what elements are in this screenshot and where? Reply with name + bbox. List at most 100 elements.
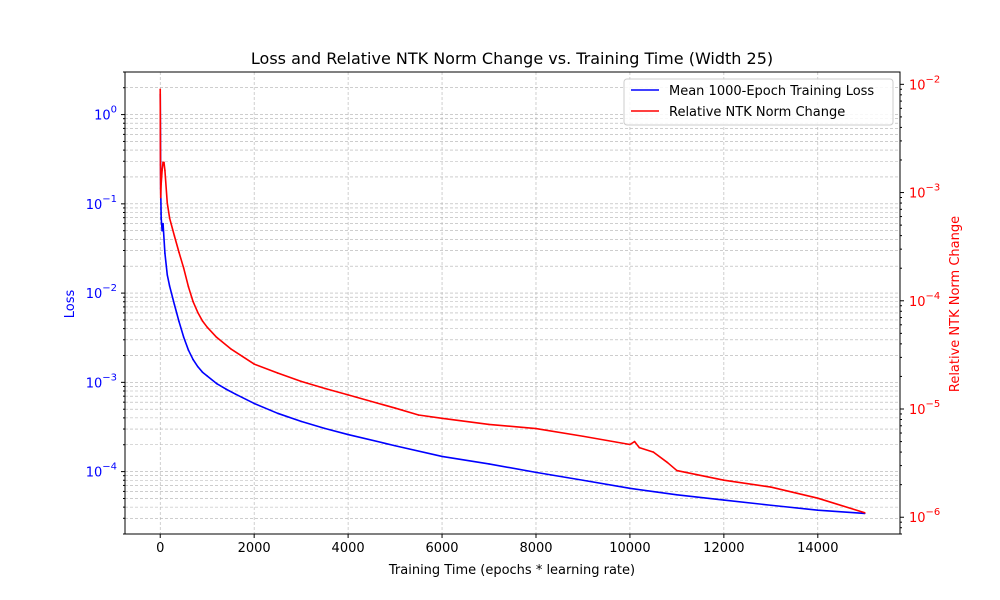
data-point-ntk — [638, 446, 641, 449]
data-point-ntk — [229, 348, 232, 350]
data-point-loss — [488, 463, 490, 465]
data-point-ntk — [676, 469, 678, 472]
plot-frame — [124, 71, 901, 535]
data-point-loss — [323, 427, 326, 430]
data-point-loss — [178, 320, 180, 323]
data-point-loss — [770, 504, 772, 507]
data-point-loss — [166, 274, 169, 276]
data-point-loss — [168, 285, 171, 287]
legend-box — [623, 78, 894, 126]
data-point-ntk — [192, 300, 194, 303]
data-point-ntk — [159, 164, 162, 166]
data-point-loss — [234, 393, 237, 395]
data-point-loss — [187, 349, 190, 351]
data-point-loss — [347, 433, 349, 436]
data-point-ntk — [201, 320, 204, 322]
data-point-ntk — [394, 407, 396, 409]
y-left-tick-label: 10−2 — [86, 283, 117, 302]
ticks: 0 2000 4000 6000 8000 10000 12000 14000 100 10−1 1… — [86, 71, 940, 556]
data-point-ntk — [160, 183, 162, 185]
x-tick-label: 0 — [156, 541, 164, 556]
y-right-tick-label: 10−2 — [909, 74, 940, 93]
data-point-ntk — [163, 161, 165, 164]
data-point-loss — [206, 375, 208, 377]
data-point-loss — [160, 216, 162, 219]
legend: Mean 1000-Epoch Training Loss Relative N… — [623, 78, 894, 126]
y-left-tick-label: 10−4 — [86, 462, 117, 481]
data-point-ntk — [666, 461, 669, 464]
y-axis-left-title: Loss — [63, 290, 78, 319]
data-point-ntk — [535, 427, 537, 430]
data-point-ntk — [417, 414, 420, 416]
data-point-ntk — [723, 479, 725, 481]
y-right-tick-label: 10−3 — [909, 183, 940, 202]
y-axis-right-title: Relative NTK Norm Change — [948, 216, 963, 392]
data-point-ntk — [652, 451, 655, 453]
y-left-tick-label: 10−3 — [86, 372, 117, 391]
data-point-loss — [164, 252, 166, 254]
data-point-ntk — [159, 196, 162, 199]
x-tick-label: 6000 — [425, 541, 458, 556]
y-right-tick-label: 10−5 — [909, 399, 940, 418]
data-point-loss — [723, 499, 725, 501]
data-point-ntk — [863, 511, 866, 514]
y-right-tick-label: 10−4 — [909, 291, 940, 310]
data-point-loss — [225, 388, 227, 390]
data-point-ntk — [817, 497, 819, 499]
data-point-ntk — [173, 234, 176, 237]
data-point-ntk — [323, 387, 326, 390]
data-point-ntk — [276, 372, 279, 374]
chart-title: Loss and Relative NTK Norm Change vs. Tr… — [251, 49, 773, 68]
x-tick-label: 14000 — [797, 541, 838, 556]
data-point-ntk — [629, 443, 631, 446]
data-point-loss — [201, 371, 204, 373]
x-axis-title: Training Time (epochs * learning rate) — [388, 563, 635, 578]
data-point-loss — [162, 222, 164, 225]
data-point-loss — [676, 493, 678, 496]
data-point-ntk — [161, 169, 163, 172]
data-point-loss — [441, 455, 443, 458]
x-tick-label: 8000 — [519, 541, 552, 556]
data-point-ntk — [206, 326, 208, 329]
y-right-tick-label: 10−6 — [909, 507, 940, 526]
legend-label-ntk: Relative NTK Norm Change — [669, 105, 845, 120]
x-tick-label: 4000 — [332, 541, 365, 556]
data-point-ntk — [582, 435, 584, 438]
data-point-loss — [253, 402, 255, 405]
data-point-ntk — [770, 486, 772, 488]
data-point-ntk — [164, 169, 166, 172]
x-tick-label: 10000 — [609, 541, 650, 556]
data-point-loss — [173, 303, 176, 306]
data-point-ntk — [187, 285, 190, 288]
series-line-loss — [159, 94, 865, 515]
data-point-ntk — [441, 417, 443, 420]
data-point-ntk — [166, 202, 169, 204]
y-left-tick-label: 10−1 — [86, 194, 117, 213]
data-point-ntk — [197, 311, 199, 314]
data-point-ntk — [633, 440, 636, 443]
data-point-loss — [394, 444, 396, 447]
data-point-ntk — [168, 217, 171, 219]
data-point-ntk — [488, 423, 490, 426]
data-point-loss — [582, 479, 584, 482]
data-point-loss — [161, 229, 163, 232]
x-tick-label: 12000 — [703, 541, 744, 556]
data-point-loss — [300, 420, 302, 423]
series-layer — [159, 88, 866, 515]
data-point-loss — [192, 358, 194, 361]
data-point-loss — [817, 509, 819, 511]
data-point-ntk — [182, 267, 185, 270]
legend-label-loss: Mean 1000-Epoch Training Loss — [669, 84, 874, 99]
x-tick-label: 2000 — [238, 541, 271, 556]
data-point-ntk — [215, 336, 218, 339]
data-point-loss — [629, 487, 631, 490]
data-point-ntk — [159, 88, 162, 91]
data-point-loss — [276, 412, 279, 415]
data-point-ntk — [347, 394, 349, 396]
data-point-ntk — [253, 363, 255, 365]
data-point-loss — [182, 336, 185, 339]
data-point-loss — [197, 365, 199, 368]
data-point-ntk — [178, 251, 180, 254]
data-point-loss — [535, 471, 537, 474]
